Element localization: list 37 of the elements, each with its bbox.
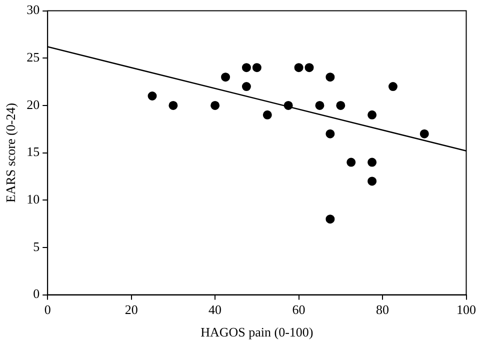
point: [294, 63, 304, 72]
point: [326, 129, 335, 138]
y-tick-label: 0: [33, 286, 40, 302]
point: [420, 129, 429, 138]
y-axis-title: EARS score (0-24): [3, 102, 18, 203]
point: [368, 158, 377, 167]
point: [336, 100, 346, 110]
y-tick-label: 5: [33, 238, 40, 254]
point: [368, 110, 377, 120]
point: [315, 100, 324, 110]
point: [284, 100, 293, 110]
y-tick-label: 15: [26, 144, 40, 160]
y-tick-label: 20: [26, 96, 40, 112]
x-tick-label: 60: [292, 302, 306, 318]
x-axis-title: HAGOS pain (0-100): [200, 324, 314, 340]
x-tick-label: 80: [376, 302, 390, 318]
y-tick-label: 25: [26, 50, 40, 65]
point: [221, 72, 230, 82]
point: [346, 158, 356, 167]
x-tick-label: 100: [456, 302, 476, 318]
x-tick-label: 0: [44, 302, 51, 318]
point: [388, 82, 398, 92]
point: [326, 72, 335, 82]
x-tick-label: 20: [124, 302, 138, 318]
point: [368, 176, 377, 186]
point: [242, 63, 251, 72]
point: [242, 82, 251, 92]
point: [262, 110, 272, 120]
point: [148, 92, 157, 100]
point: [326, 214, 335, 224]
point: [168, 100, 178, 110]
point: [252, 63, 262, 72]
y-tick-label: 30: [26, 2, 40, 18]
point: [210, 100, 220, 110]
point: [304, 63, 314, 72]
x-tick-label: 40: [208, 302, 222, 318]
y-tick-label: 10: [26, 192, 40, 207]
